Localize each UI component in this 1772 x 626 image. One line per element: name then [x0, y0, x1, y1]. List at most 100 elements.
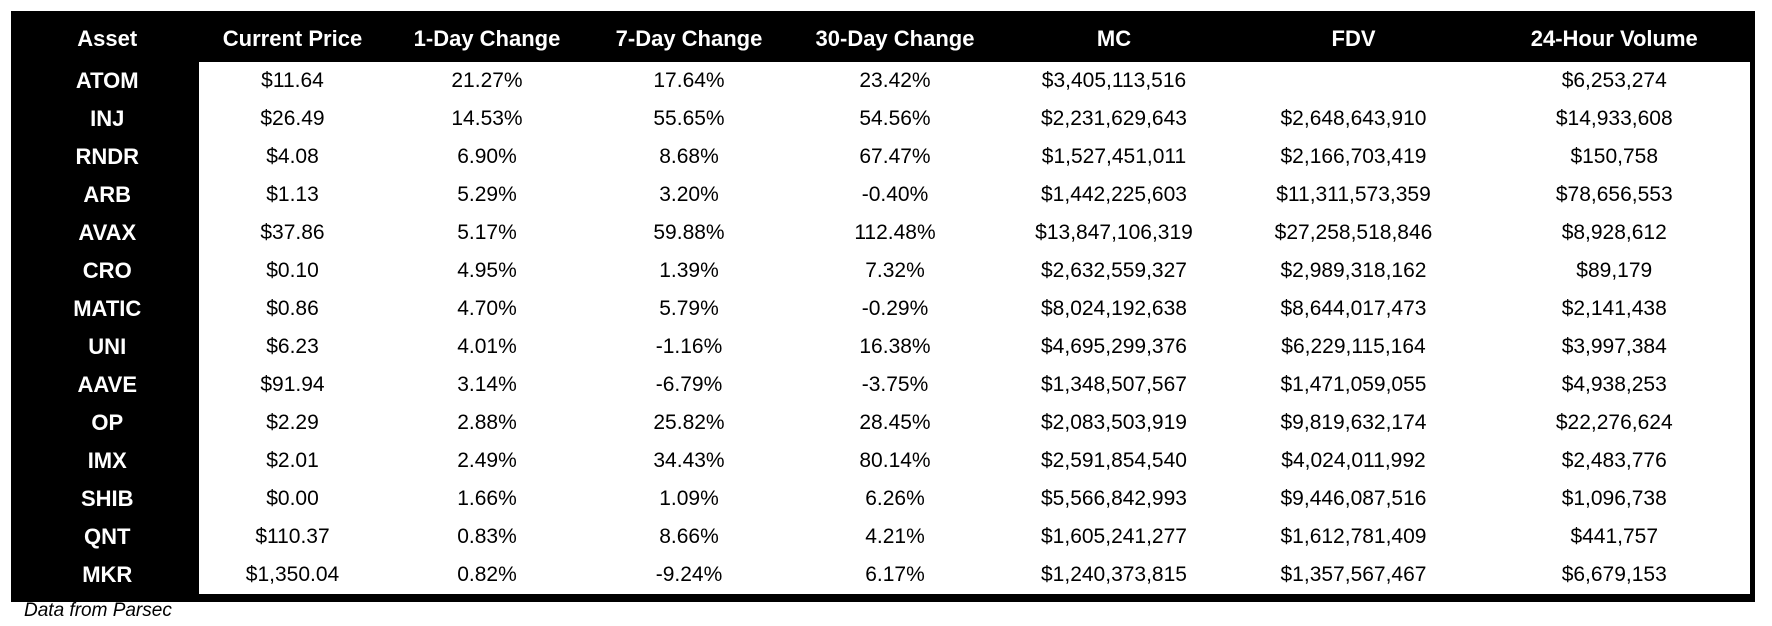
current-price-cell: $110.37 [198, 518, 387, 556]
fdv-cell: $2,989,318,162 [1228, 252, 1479, 290]
30-day-change-cell: 80.14% [790, 442, 1000, 480]
7-day-change-cell: -1.16% [587, 328, 791, 366]
current-price-cell: $37.86 [198, 214, 387, 252]
30-day-change-cell: 67.47% [790, 138, 1000, 176]
table-row: INJ $26.49 14.53% 55.65% 54.56% $2,231,629,64… [13, 100, 1753, 138]
30-day-change-cell: 6.26% [790, 480, 1000, 518]
mc-cell: $8,024,192,638 [999, 290, 1229, 328]
7-day-change-cell: 34.43% [587, 442, 791, 480]
mc-cell: $1,527,451,011 [999, 138, 1229, 176]
mc-cell: $5,566,842,993 [999, 480, 1229, 518]
table-row: RNDR $4.08 6.90% 8.68% 67.47% $1,527,451,011 $… [13, 138, 1753, 176]
mc-cell: $1,240,373,815 [999, 556, 1229, 598]
30-day-change-cell: -3.75% [790, 366, 1000, 404]
1-day-change-cell: 5.17% [386, 214, 588, 252]
current-price-cell: $0.00 [198, 480, 387, 518]
asset-label: ARB [13, 176, 199, 214]
7-day-change-cell: 3.20% [587, 176, 791, 214]
table-row: IMX $2.01 2.49% 34.43% 80.14% $2,591,854,540 $… [13, 442, 1753, 480]
table-row: AVAX $37.86 5.17% 59.88% 112.48% $13,847,106,… [13, 214, 1753, 252]
table-row: AAVE $91.94 3.14% -6.79% -3.75% $1,348,507,56… [13, 366, 1753, 404]
asset-label: IMX [13, 442, 199, 480]
column-header-30-day-change: 30-Day Change [790, 13, 1000, 62]
fdv-cell: $27,258,518,846 [1228, 214, 1479, 252]
24h-volume-cell: $78,656,553 [1478, 176, 1753, 214]
7-day-change-cell: 59.88% [587, 214, 791, 252]
1-day-change-cell: 0.82% [386, 556, 588, 598]
asset-label: RNDR [13, 138, 199, 176]
asset-label: AVAX [13, 214, 199, 252]
fdv-cell: $11,311,573,359 [1228, 176, 1479, 214]
asset-label: MKR [13, 556, 199, 598]
mc-cell: $13,847,106,319 [999, 214, 1229, 252]
asset-label: UNI [13, 328, 199, 366]
asset-label: ATOM [13, 62, 199, 100]
fdv-cell [1228, 62, 1479, 100]
24h-volume-cell: $22,276,624 [1478, 404, 1753, 442]
fdv-cell: $4,024,011,992 [1228, 442, 1479, 480]
current-price-cell: $0.10 [198, 252, 387, 290]
7-day-change-cell: -6.79% [587, 366, 791, 404]
table-row: UNI $6.23 4.01% -1.16% 16.38% $4,695,299,376 $… [13, 328, 1753, 366]
1-day-change-cell: 4.01% [386, 328, 588, 366]
fdv-cell: $1,357,567,467 [1228, 556, 1479, 598]
mc-cell: $2,591,854,540 [999, 442, 1229, 480]
asset-label: QNT [13, 518, 199, 556]
1-day-change-cell: 6.90% [386, 138, 588, 176]
asset-label: MATIC [13, 290, 199, 328]
fdv-cell: $6,229,115,164 [1228, 328, 1479, 366]
30-day-change-cell: 4.21% [790, 518, 1000, 556]
30-day-change-cell: 7.32% [790, 252, 1000, 290]
table-row: MATIC $0.86 4.70% 5.79% -0.29% $8,024,192,638… [13, 290, 1753, 328]
current-price-cell: $4.08 [198, 138, 387, 176]
current-price-cell: $0.86 [198, 290, 387, 328]
7-day-change-cell: 17.64% [587, 62, 791, 100]
1-day-change-cell: 5.29% [386, 176, 588, 214]
7-day-change-cell: 8.66% [587, 518, 791, 556]
7-day-change-cell: 1.09% [587, 480, 791, 518]
table-row: MKR $1,350.04 0.82% -9.24% 6.17% $1,240,373,8… [13, 556, 1753, 598]
current-price-cell: $6.23 [198, 328, 387, 366]
crypto-asset-table: Asset Current Price 1-Day Change 7-Day C… [11, 11, 1755, 602]
30-day-change-cell: 28.45% [790, 404, 1000, 442]
24h-volume-cell: $2,483,776 [1478, 442, 1753, 480]
asset-label: CRO [13, 252, 199, 290]
column-header-current-price: Current Price [198, 13, 387, 62]
asset-label: AAVE [13, 366, 199, 404]
asset-label: INJ [13, 100, 199, 138]
column-header-1-day-change: 1-Day Change [386, 13, 588, 62]
1-day-change-cell: 2.88% [386, 404, 588, 442]
source-note: Data from Parsec [24, 600, 172, 621]
24h-volume-cell: $14,933,608 [1478, 100, 1753, 138]
30-day-change-cell: 6.17% [790, 556, 1000, 598]
30-day-change-cell: -0.29% [790, 290, 1000, 328]
mc-cell: $2,632,559,327 [999, 252, 1229, 290]
1-day-change-cell: 14.53% [386, 100, 588, 138]
24h-volume-cell: $1,096,738 [1478, 480, 1753, 518]
current-price-cell: $26.49 [198, 100, 387, 138]
mc-cell: $2,083,503,919 [999, 404, 1229, 442]
fdv-cell: $2,166,703,419 [1228, 138, 1479, 176]
current-price-cell: $1.13 [198, 176, 387, 214]
24h-volume-cell: $4,938,253 [1478, 366, 1753, 404]
fdv-cell: $1,471,059,055 [1228, 366, 1479, 404]
table-row: ARB $1.13 5.29% 3.20% -0.40% $1,442,225,603 $1… [13, 176, 1753, 214]
7-day-change-cell: 5.79% [587, 290, 791, 328]
24h-volume-cell: $441,757 [1478, 518, 1753, 556]
30-day-change-cell: 54.56% [790, 100, 1000, 138]
1-day-change-cell: 2.49% [386, 442, 588, 480]
1-day-change-cell: 3.14% [386, 366, 588, 404]
mc-cell: $1,348,507,567 [999, 366, 1229, 404]
1-day-change-cell: 4.70% [386, 290, 588, 328]
1-day-change-cell: 4.95% [386, 252, 588, 290]
mc-cell: $2,231,629,643 [999, 100, 1229, 138]
table-row: QNT $110.37 0.83% 8.66% 4.21% $1,605,241,277 $… [13, 518, 1753, 556]
table-row: SHIB $0.00 1.66% 1.09% 6.26% $5,566,842,993 $9… [13, 480, 1753, 518]
24h-volume-cell: $89,179 [1478, 252, 1753, 290]
1-day-change-cell: 1.66% [386, 480, 588, 518]
mc-cell: $1,605,241,277 [999, 518, 1229, 556]
7-day-change-cell: 8.68% [587, 138, 791, 176]
current-price-cell: $2.29 [198, 404, 387, 442]
asset-label: SHIB [13, 480, 199, 518]
